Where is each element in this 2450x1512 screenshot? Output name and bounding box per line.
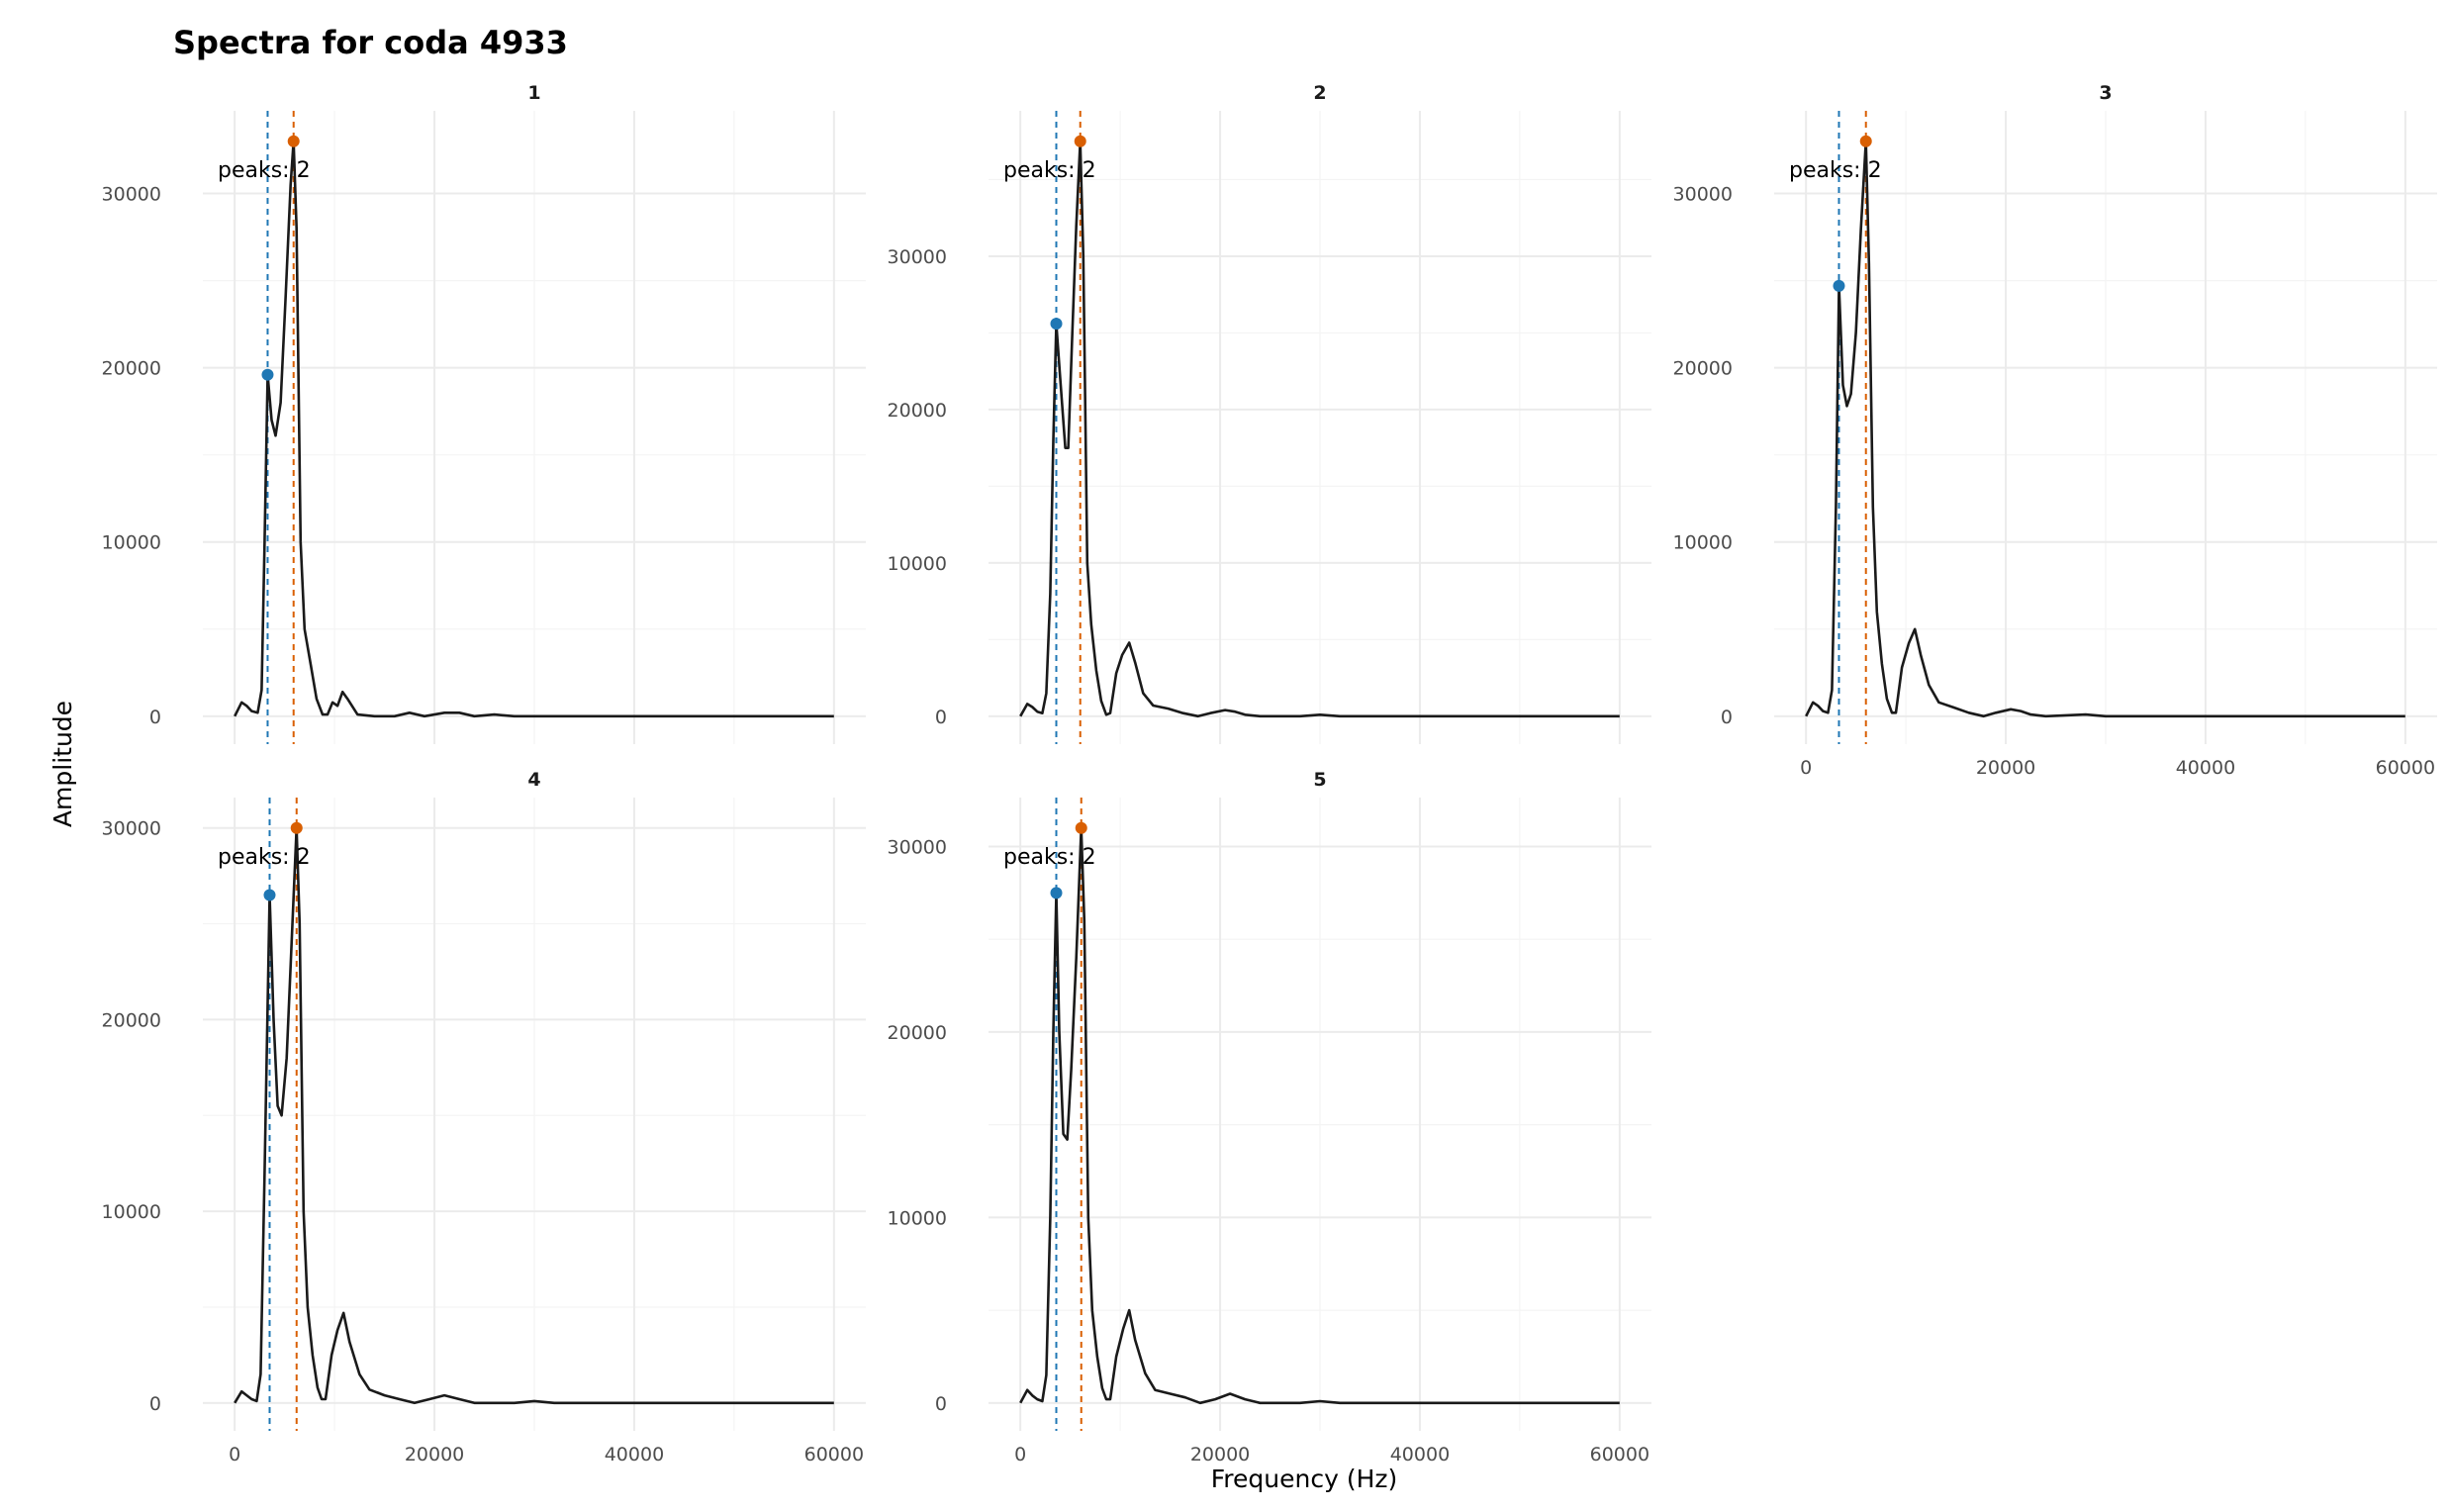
- y-tick-label: 10000: [1673, 532, 1733, 554]
- y-tick-label: 10000: [102, 532, 161, 554]
- x-tick-label: 40000: [605, 1444, 664, 1465]
- y-tick-label: 0: [1721, 707, 1733, 728]
- peak-2-point: [287, 135, 300, 147]
- y-tick-label: 20000: [1673, 358, 1733, 380]
- peak-2-point: [1859, 135, 1872, 147]
- peaks-annotation: peaks: 2: [1789, 158, 1882, 183]
- spectrum-line: [234, 826, 834, 1405]
- x-axis-title: Frequency (Hz): [1211, 1465, 1398, 1493]
- y-tick-label: 0: [149, 1393, 161, 1415]
- x-tick-label: 20000: [405, 1444, 464, 1465]
- peak-2-point: [1075, 821, 1087, 834]
- facet-panel-4: 4 0 10000 20000 30000 0 20000 40000 60000 peaks: …: [102, 769, 866, 1465]
- y-tick-label: 20000: [102, 1009, 161, 1031]
- y-tick-label: 30000: [102, 184, 161, 206]
- facet-strip-label: 1: [527, 82, 540, 104]
- x-tick-label: 40000: [2176, 757, 2235, 779]
- spectrum-line: [1019, 140, 1620, 718]
- y-tick-label: 10000: [888, 553, 947, 575]
- x-tick-label: 0: [1800, 757, 1812, 779]
- x-tick-label: 0: [1014, 1444, 1026, 1465]
- y-tick-label: 0: [935, 707, 947, 728]
- peak-1-point: [1833, 279, 1845, 292]
- y-tick-label: 0: [149, 707, 161, 728]
- peak-2-point: [1074, 135, 1086, 147]
- peaks-annotation: peaks: 2: [218, 158, 311, 183]
- facet-panel-3: 3 0 10000 20000 30000 0 20000 40000 60000 peaks: …: [1673, 82, 2437, 779]
- y-tick-label: 20000: [888, 1022, 947, 1044]
- spectrum-line: [1805, 140, 2405, 718]
- facet-strip-label: 5: [1313, 769, 1326, 791]
- y-tick-label: 0: [935, 1393, 947, 1415]
- spectrum-line: [1019, 826, 1620, 1405]
- x-tick-label: 0: [229, 1444, 240, 1465]
- peaks-annotation: peaks: 2: [218, 845, 311, 870]
- facet-strip-label: 2: [1313, 82, 1326, 104]
- x-tick-label: 20000: [1190, 1444, 1250, 1465]
- peak-1-point: [263, 889, 276, 901]
- y-tick-label: 30000: [102, 818, 161, 840]
- y-tick-label: 30000: [1673, 184, 1733, 206]
- peak-1-point: [1050, 318, 1063, 331]
- y-tick-label: 30000: [888, 836, 947, 858]
- peak-1-point: [261, 368, 274, 381]
- peak-2-point: [290, 821, 303, 834]
- y-axis-title: Amplitude: [48, 701, 77, 827]
- y-tick-label: 10000: [888, 1207, 947, 1229]
- y-tick-label: 20000: [888, 400, 947, 422]
- chart-title: Spectra for coda 4933: [173, 24, 568, 61]
- y-tick-label: 30000: [888, 246, 947, 268]
- peaks-annotation: peaks: 2: [1003, 158, 1096, 183]
- facet-strip-label: 4: [527, 769, 540, 791]
- facet-panel-2: 2 0 10000 20000 30000 peaks: 2: [888, 82, 1651, 744]
- y-tick-label: 20000: [102, 358, 161, 380]
- x-tick-label: 60000: [2376, 757, 2435, 779]
- x-tick-label: 60000: [1590, 1444, 1649, 1465]
- facet-panel-1: 1 0 10000 20000 30000 peaks: 2: [102, 82, 866, 744]
- spectrum-line: [234, 140, 834, 718]
- peaks-annotation: peaks: 2: [1003, 845, 1096, 870]
- facet-strip-label: 3: [2099, 82, 2112, 104]
- x-tick-label: 20000: [1976, 757, 2035, 779]
- x-tick-label: 60000: [804, 1444, 864, 1465]
- x-tick-label: 40000: [1390, 1444, 1450, 1465]
- facet-panel-5: 5 0 10000 20000 30000 0 20000 40000 60000 peaks: …: [888, 769, 1651, 1465]
- y-tick-label: 10000: [102, 1201, 161, 1223]
- peak-1-point: [1050, 887, 1063, 899]
